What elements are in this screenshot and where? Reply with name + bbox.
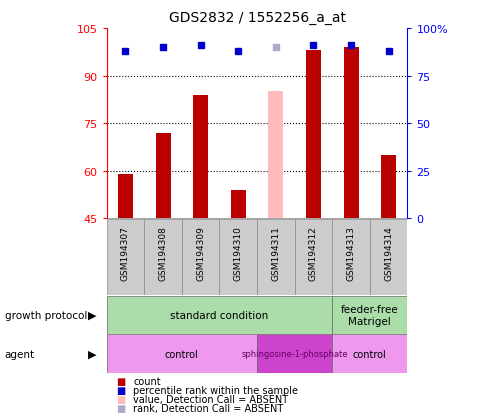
Bar bbox=[332, 296, 407, 335]
Text: GSM194308: GSM194308 bbox=[158, 226, 167, 280]
Text: GSM194310: GSM194310 bbox=[233, 226, 242, 280]
Text: count: count bbox=[133, 376, 161, 386]
Text: ▶: ▶ bbox=[88, 349, 96, 359]
Bar bbox=[332, 220, 369, 295]
Bar bbox=[294, 220, 332, 295]
Text: GSM194307: GSM194307 bbox=[121, 226, 130, 280]
Bar bbox=[118, 175, 133, 219]
Bar bbox=[257, 220, 294, 295]
Text: rank, Detection Call = ABSENT: rank, Detection Call = ABSENT bbox=[133, 403, 283, 413]
Bar bbox=[380, 156, 395, 219]
Bar bbox=[106, 220, 144, 295]
Bar bbox=[230, 190, 245, 219]
Text: GSM194311: GSM194311 bbox=[271, 226, 280, 280]
Bar bbox=[106, 335, 257, 373]
Text: ▶: ▶ bbox=[88, 310, 96, 320]
Text: standard condition: standard condition bbox=[170, 310, 268, 320]
Text: GSM194312: GSM194312 bbox=[308, 226, 318, 280]
Bar bbox=[305, 51, 320, 219]
Text: value, Detection Call = ABSENT: value, Detection Call = ABSENT bbox=[133, 394, 288, 404]
Bar bbox=[106, 296, 332, 335]
Text: GSM194314: GSM194314 bbox=[383, 226, 393, 280]
Bar bbox=[144, 220, 182, 295]
Bar bbox=[193, 95, 208, 219]
Bar bbox=[268, 92, 283, 219]
Text: ■: ■ bbox=[116, 394, 125, 404]
Text: percentile rank within the sample: percentile rank within the sample bbox=[133, 385, 298, 395]
Text: ■: ■ bbox=[116, 403, 125, 413]
Bar bbox=[332, 335, 407, 373]
Text: ■: ■ bbox=[116, 385, 125, 395]
Bar bbox=[182, 220, 219, 295]
Text: sphingosine-1-phosphate: sphingosine-1-phosphate bbox=[241, 349, 347, 358]
Bar bbox=[343, 48, 358, 219]
Text: ■: ■ bbox=[116, 376, 125, 386]
Text: agent: agent bbox=[5, 349, 35, 359]
Bar bbox=[155, 133, 170, 219]
Text: control: control bbox=[352, 349, 386, 359]
Text: GSM194309: GSM194309 bbox=[196, 226, 205, 280]
Text: feeder-free
Matrigel: feeder-free Matrigel bbox=[340, 304, 398, 326]
Text: control: control bbox=[165, 349, 198, 359]
Bar bbox=[257, 335, 332, 373]
Bar bbox=[219, 220, 257, 295]
Text: growth protocol: growth protocol bbox=[5, 310, 87, 320]
Title: GDS2832 / 1552256_a_at: GDS2832 / 1552256_a_at bbox=[168, 11, 345, 25]
Bar bbox=[369, 220, 407, 295]
Text: GSM194313: GSM194313 bbox=[346, 226, 355, 280]
